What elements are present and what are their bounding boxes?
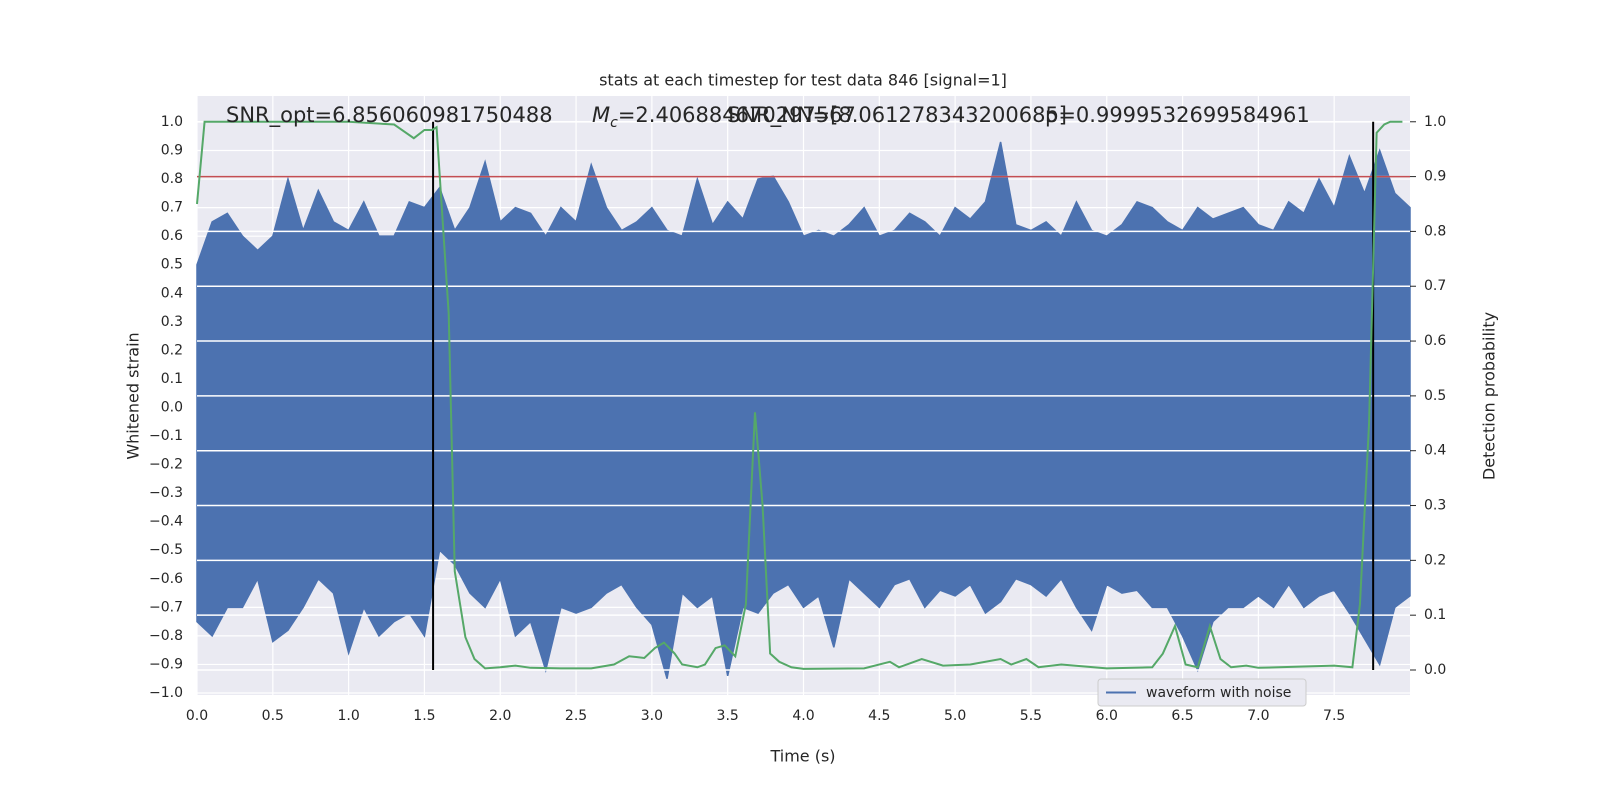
annotation-text: =2.406884670297567 [618, 103, 856, 127]
y-tick-label: 0.0 [161, 399, 183, 415]
annotation-symbol: M [592, 103, 610, 127]
legend-box [1097, 678, 1307, 707]
y-tick-label: −0.1 [149, 428, 183, 444]
x-tick-label: 0.5 [262, 708, 284, 724]
y-tick-label: 0.6 [161, 228, 183, 244]
x-tick-label: 7.5 [1323, 708, 1345, 724]
y-tick-label: 0.1 [161, 371, 183, 387]
y2-tick-label: 0.7 [1424, 278, 1446, 294]
y-tick-label: −1.0 [149, 685, 183, 701]
probability-line [196, 120, 1403, 670]
x-tick-label: 7.0 [1247, 708, 1269, 724]
y-tick-label: 0.7 [161, 200, 183, 216]
y-tick-label: 0.8 [161, 171, 183, 187]
y2-tick-label: 0.4 [1424, 443, 1446, 459]
waveform-band [196, 141, 1411, 679]
x-tick-label: 6.5 [1171, 708, 1193, 724]
y2-axis-label: Detection probability [1480, 312, 1499, 480]
x-tick-label: 2.0 [489, 708, 511, 724]
annotation: Mc=2.406884670297567 [592, 103, 856, 131]
y-tick-label: −0.7 [149, 599, 183, 615]
y2-tick-label: 0.2 [1424, 552, 1446, 568]
plot-area [196, 96, 1411, 695]
y2-tick-label: 0.0 [1424, 662, 1446, 678]
y2-tick-label: 0.8 [1424, 223, 1446, 239]
chart-title: stats at each timestep for test data 846… [599, 71, 1007, 90]
annotation: SNR_NN=[8.061278343200685] [727, 103, 1067, 128]
annotation-text: p=0.9999532699584961 [1045, 103, 1310, 127]
x-tick-label: 5.5 [1020, 708, 1042, 724]
x-tick-label: 1.5 [413, 708, 435, 724]
y2-tick-label: 0.3 [1424, 498, 1446, 514]
x-tick-label: 3.0 [641, 708, 663, 724]
legend-label: waveform with noise [1146, 685, 1291, 701]
y-tick-label: 0.5 [161, 257, 183, 273]
y2-tick-label: 1.0 [1424, 114, 1446, 130]
x-tick-label: 3.5 [717, 708, 739, 724]
y-tick-label: −0.6 [149, 571, 183, 587]
x-tick-label: 4.0 [792, 708, 814, 724]
y-tick-label: 1.0 [161, 114, 183, 130]
x-tick-label: 0.0 [186, 708, 208, 724]
y-tick-label: 0.3 [161, 314, 183, 330]
annotation-text: SNR_NN=[8.061278343200685] [727, 103, 1067, 128]
y-tick-label: −0.5 [149, 542, 183, 558]
y2-tick-label: 0.1 [1424, 607, 1446, 623]
y2-tick-label: 0.6 [1424, 333, 1446, 349]
x-tick-label: 2.5 [565, 708, 587, 724]
annotation: p=0.9999532699584961 [1045, 103, 1310, 127]
y-tick-label: 0.2 [161, 342, 183, 358]
annotation: SNR_opt=6.856060981750488 [226, 103, 553, 128]
y-tick-label: −0.3 [149, 485, 183, 501]
x-tick-label: 6.0 [1096, 708, 1118, 724]
y-tick-label: −0.2 [149, 457, 183, 473]
y-tick-label: 0.9 [161, 143, 183, 159]
y2-tick-label: 0.5 [1424, 388, 1446, 404]
y-tick-label: −0.9 [149, 656, 183, 672]
x-axis-label: Time (s) [769, 747, 835, 766]
y-tick-label: −0.8 [149, 628, 183, 644]
y-tick-label: 0.4 [161, 285, 183, 301]
x-tick-label: 1.0 [337, 708, 359, 724]
y2-tick-label: 0.9 [1424, 169, 1446, 185]
y-tick-label: −0.4 [149, 514, 183, 530]
annotation-text: SNR_opt=6.856060981750488 [226, 103, 553, 128]
y-axis-label: Whitened strain [124, 332, 143, 459]
x-tick-label: 4.5 [868, 708, 890, 724]
annotation-subscript: c [610, 115, 618, 131]
x-tick-label: 5.0 [944, 708, 966, 724]
